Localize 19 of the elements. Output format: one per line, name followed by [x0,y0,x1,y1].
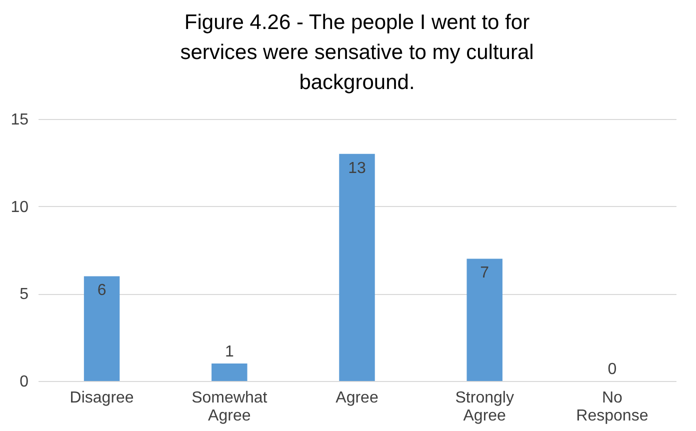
data-label: 6 [97,282,106,300]
data-label: 13 [348,160,366,177]
bar [339,154,375,381]
y-tick-label: 0 [20,374,29,390]
x-tick-label: Agree [336,390,378,406]
bar [466,258,502,381]
x-tick-label: Strongly Agree [455,390,514,424]
x-tick-label: Somewhat Agree [192,390,268,424]
x-tick-label: Disagree [70,390,134,406]
data-label: 1 [224,344,234,361]
y-tick-label: 10 [10,198,29,216]
bar [212,364,248,381]
data-label: 0 [608,361,617,378]
chart-title: Figure 4.26 - The people I went to for services were sensative to my cultural background. [180,11,534,94]
y-tick-label: 5 [20,286,29,304]
bar [84,276,120,381]
y-tick-label: 15 [10,112,29,128]
data-label: 7 [480,264,490,282]
x-tick-label: No Response [576,390,648,424]
